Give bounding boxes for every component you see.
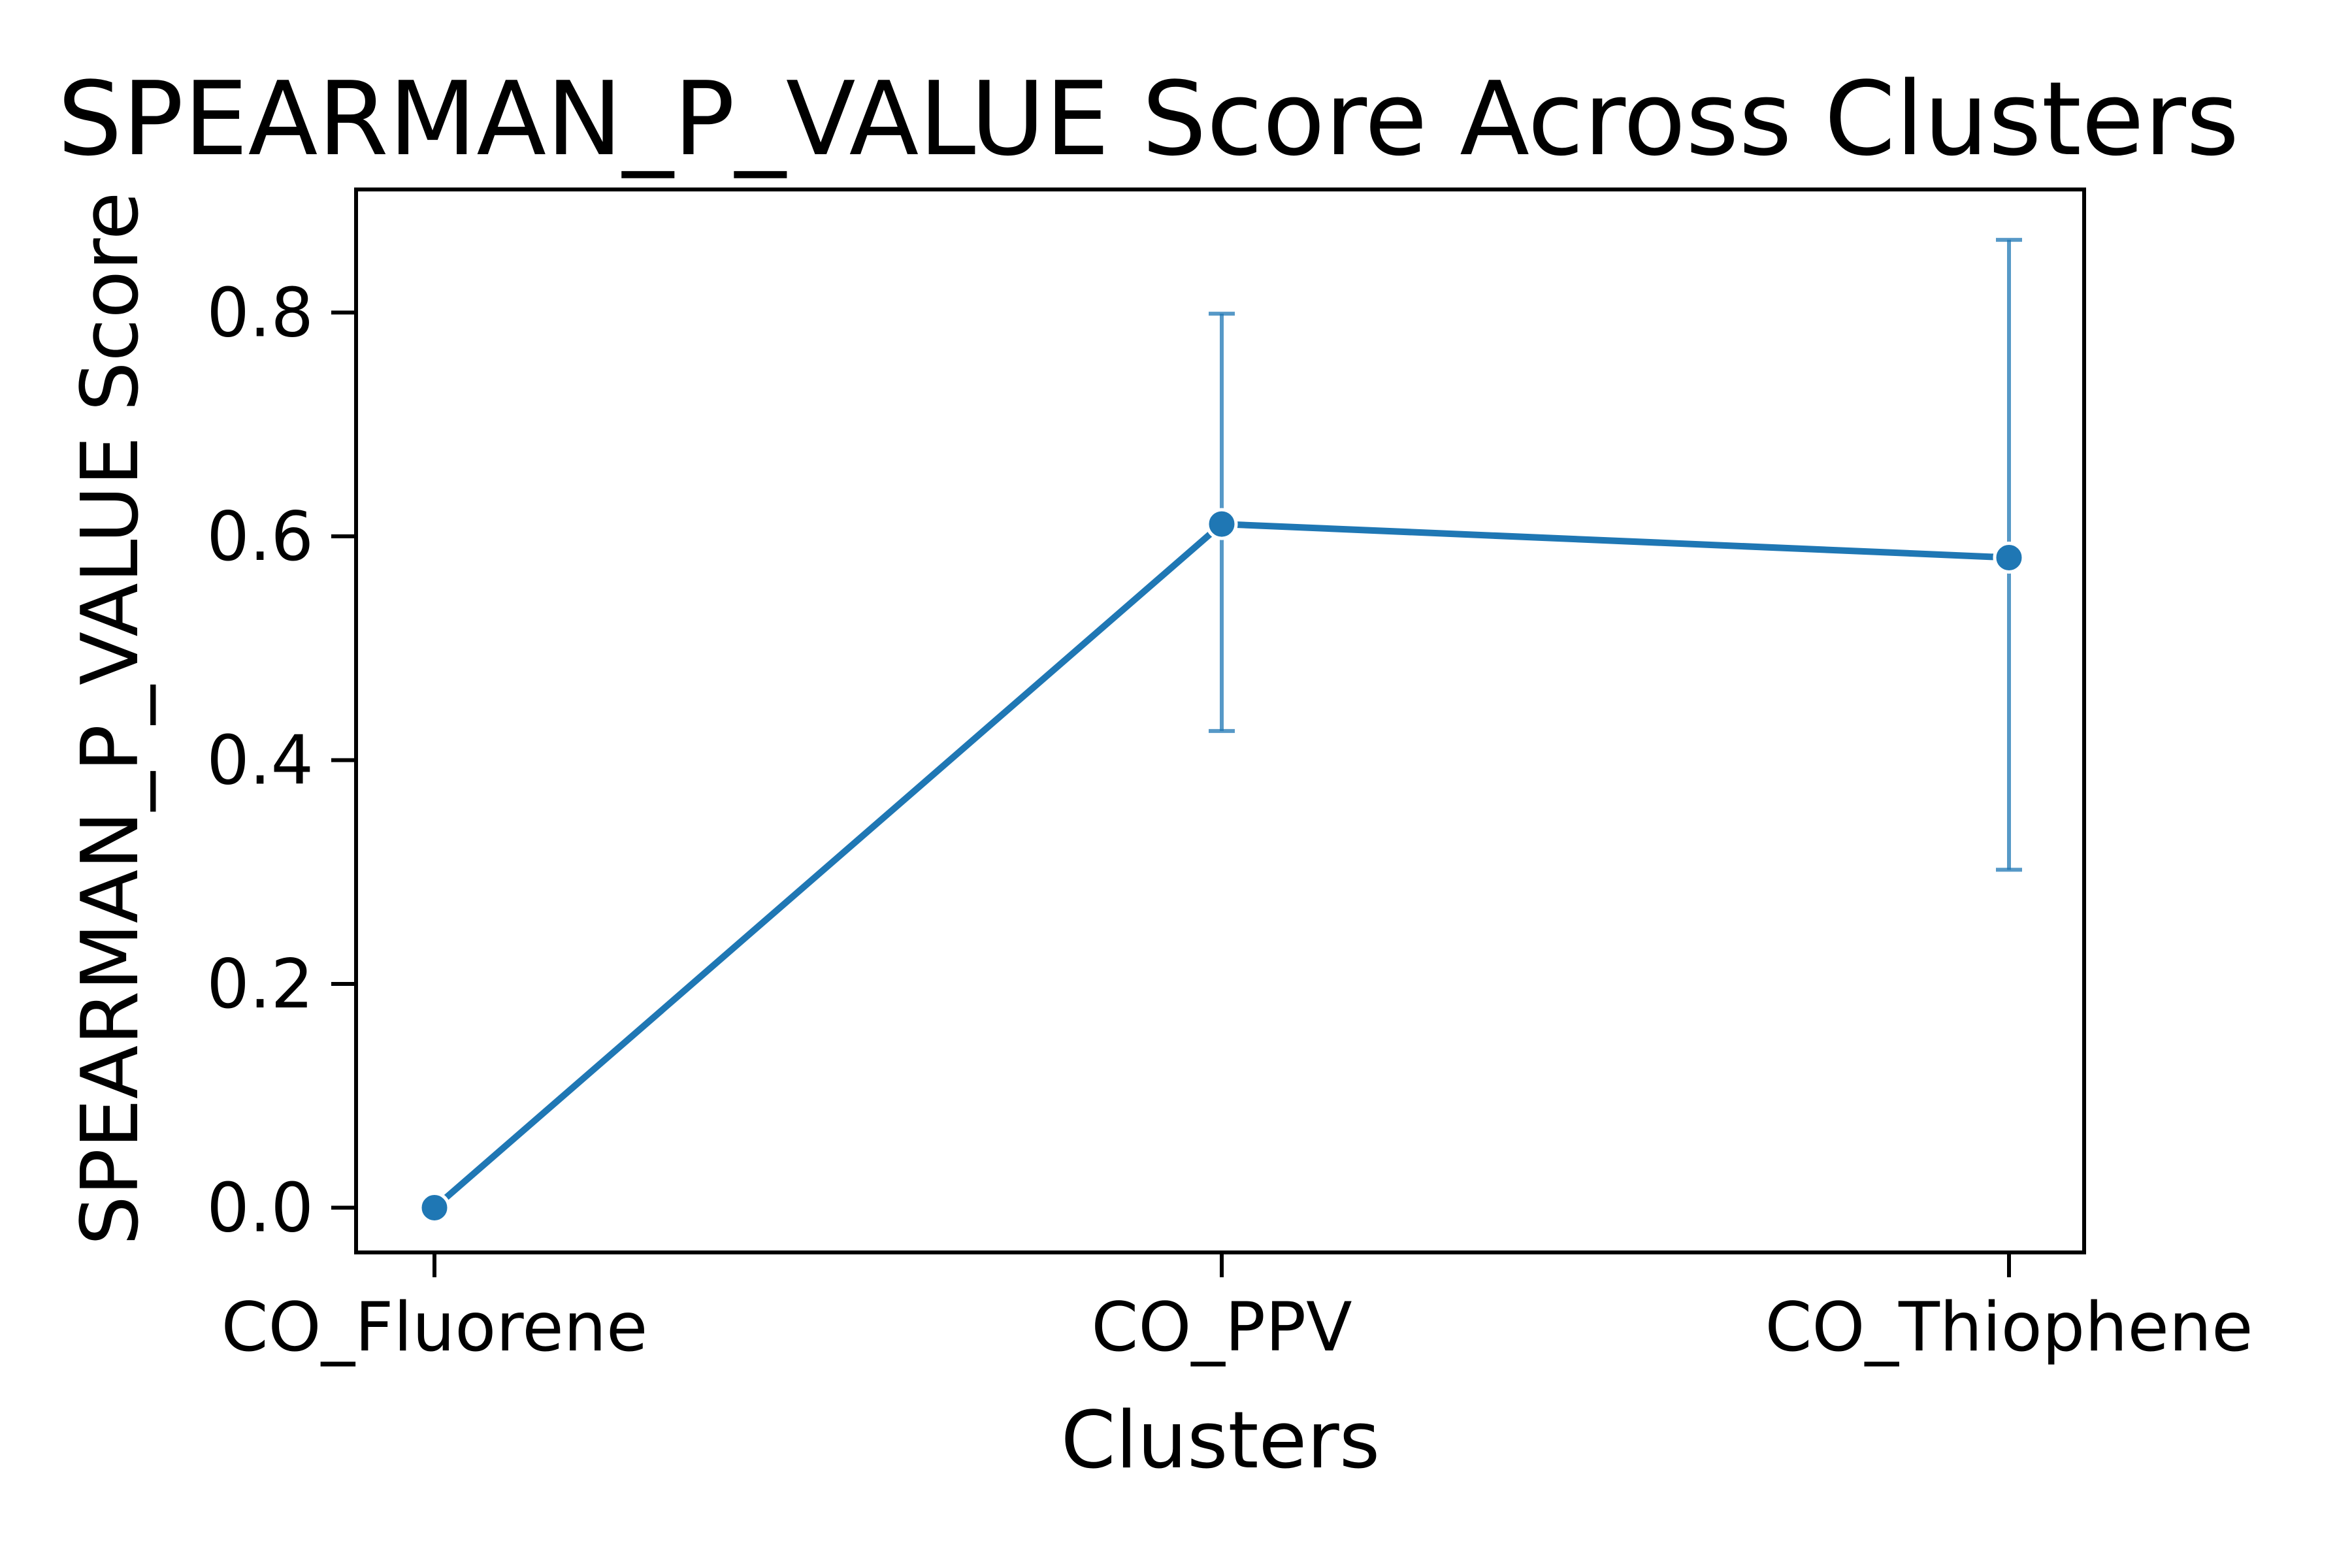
- y-tick-label: 0.6: [206, 498, 314, 576]
- x-axis-label: Clusters: [1061, 1396, 1380, 1486]
- y-tick-label: 0.4: [206, 721, 314, 800]
- plot-frame: [354, 188, 2086, 1254]
- x-tick-label: CO_Fluorene: [221, 1288, 648, 1367]
- data-point: [1205, 508, 1238, 540]
- x-axis-ticks: CO_Fluorene CO_PPV CO_Thiophene: [221, 1252, 2253, 1367]
- y-axis-label: SPEARMAN_P_VALUE Score: [65, 192, 156, 1246]
- x-tick-label: CO_PPV: [1091, 1288, 1352, 1367]
- y-tick-label: 0.8: [206, 274, 314, 352]
- data-point: [1993, 541, 2025, 574]
- y-axis-ticks: 0.0 0.2 0.4 0.6 0.8: [206, 274, 356, 1247]
- chart-title: SPEARMAN_P_VALUE Score Across Clusters: [57, 59, 2239, 178]
- y-tick-label: 0.0: [206, 1169, 314, 1247]
- x-tick-label: CO_Thiophene: [1765, 1288, 2253, 1367]
- y-tick-label: 0.2: [206, 945, 314, 1024]
- data-point: [418, 1191, 451, 1224]
- data-points: [418, 508, 2025, 1224]
